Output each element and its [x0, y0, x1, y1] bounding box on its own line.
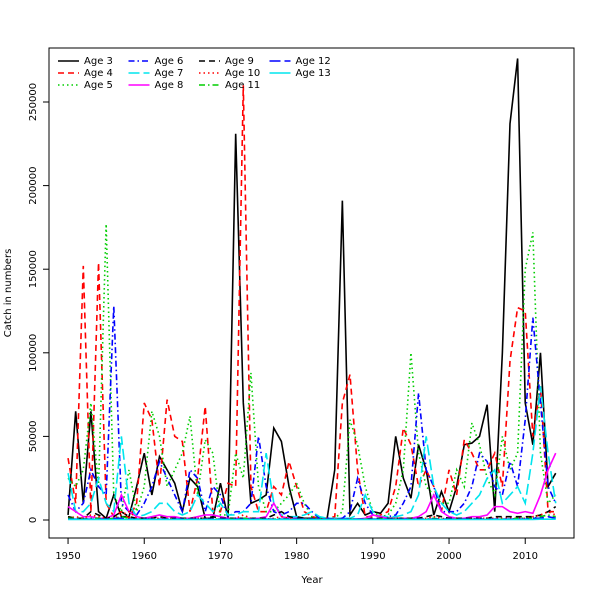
legend-label: Age 4: [84, 68, 113, 79]
x-tick-label: 1980: [284, 551, 309, 562]
y-tick-label: 250000: [28, 83, 39, 121]
y-tick-label: 0: [28, 517, 39, 523]
legend-label: Age 5: [84, 80, 113, 91]
y-tick-label: 100000: [28, 334, 39, 372]
legend-label: Age 11: [225, 80, 260, 91]
x-axis-label: Year: [300, 575, 323, 586]
y-tick-label: 150000: [28, 250, 39, 288]
x-tick-label: 1960: [132, 551, 157, 562]
x-tick-label: 2010: [513, 551, 538, 562]
legend-label: Age 12: [296, 56, 331, 67]
x-tick-label: 1970: [208, 551, 233, 562]
x-tick-label: 2000: [436, 551, 461, 562]
x-tick-label: 1990: [360, 551, 385, 562]
x-tick-label: 1950: [55, 551, 80, 562]
legend-label: Age 9: [225, 56, 254, 67]
legend-label: Age 6: [155, 56, 184, 67]
plot-frame: [49, 48, 574, 538]
y-tick-label: 200000: [28, 167, 39, 205]
y-axis-label: Catch in numbers: [3, 249, 14, 338]
legend-label: Age 13: [296, 68, 331, 79]
legend-label: Age 10: [225, 68, 260, 79]
legend-label: Age 3: [84, 56, 113, 67]
series-line: [68, 85, 556, 518]
y-tick-label: 50000: [28, 420, 39, 452]
legend-label: Age 7: [155, 68, 184, 79]
series-line: [68, 224, 556, 518]
legend-label: Age 8: [155, 80, 184, 91]
